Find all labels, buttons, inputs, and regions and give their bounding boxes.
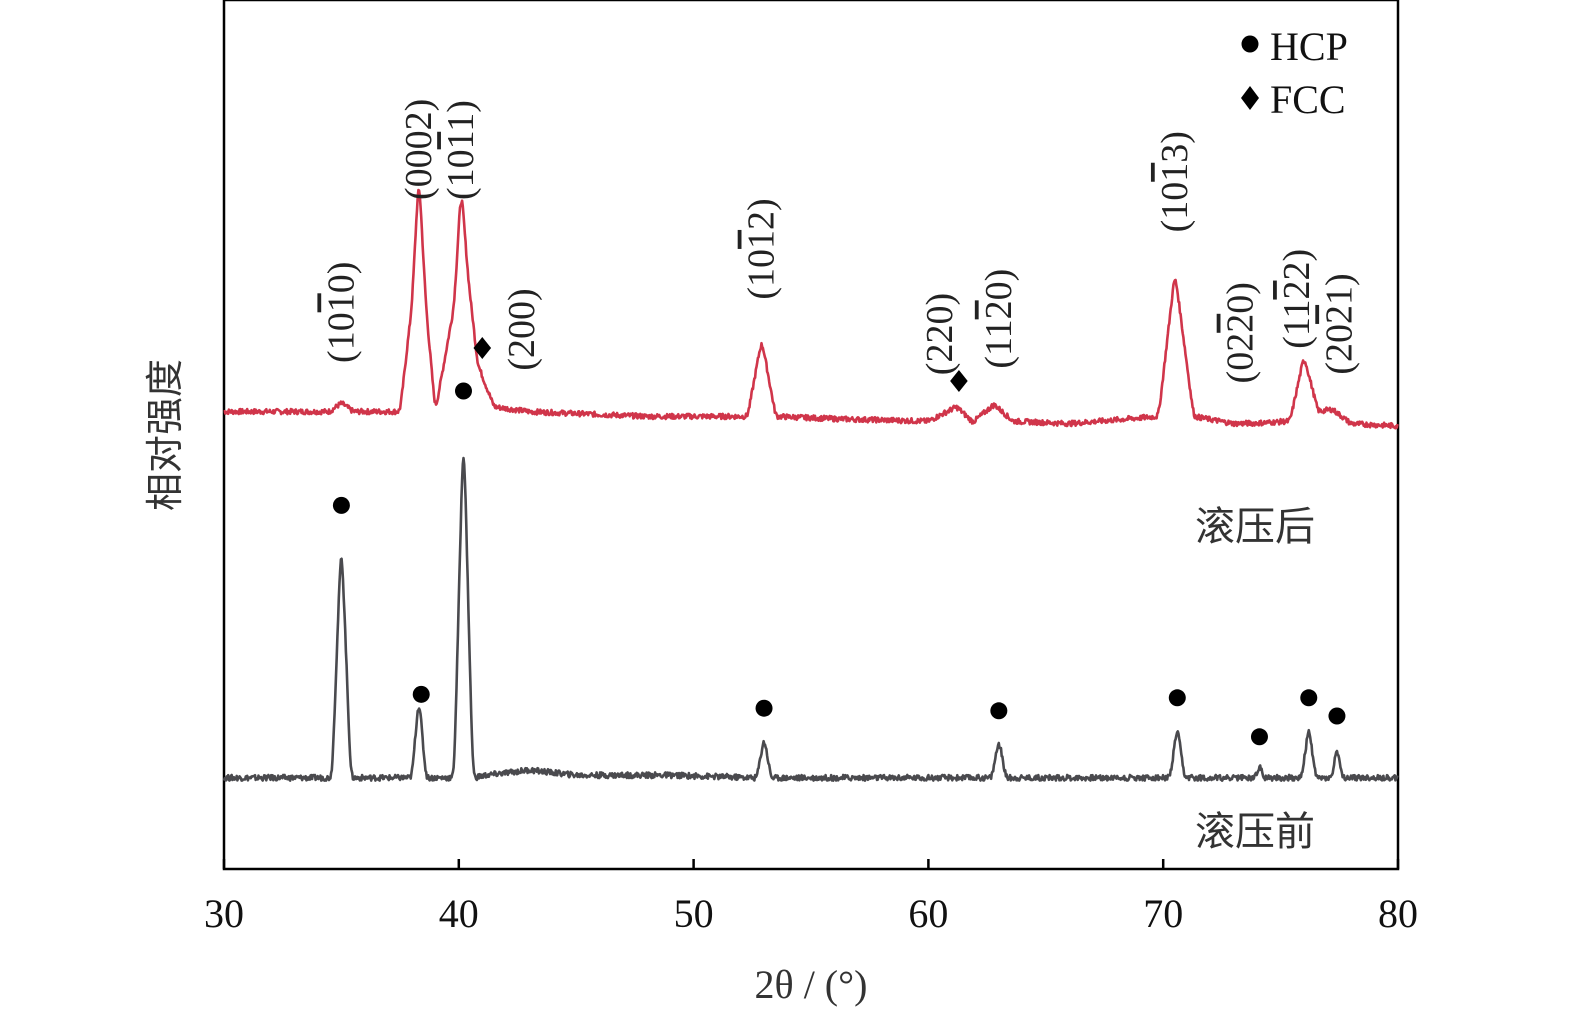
peak-label-layer: (1010) (0002) (1011) (200) (1012) (220) (1120)… — [320, 99, 1360, 384]
hcp-peak-marker — [1328, 707, 1346, 725]
x-tick-label: 80 — [1378, 891, 1418, 936]
x-tick-label: 70 — [1143, 891, 1183, 936]
fcc-peak-marker — [950, 369, 968, 392]
hcp-peak-marker — [1168, 689, 1186, 707]
peak-index-label: (220) — [919, 293, 961, 375]
plot-frame — [222, 0, 1400, 871]
peak-marker-layer — [332, 336, 1346, 746]
legend-hcp-icon — [1241, 35, 1259, 53]
peak-index-label: (1120) — [978, 269, 1020, 369]
peak-index-label: (2021) — [1318, 273, 1360, 374]
series-line-after-rolling — [223, 188, 1399, 430]
hcp-peak-marker — [1250, 728, 1268, 746]
peak-index-label: (200) — [501, 288, 543, 370]
series-label-before-rolling: 滚压前 — [1195, 809, 1315, 855]
hcp-peak-marker — [755, 699, 773, 717]
x-tick-label: 50 — [674, 891, 714, 936]
fcc-peak-marker — [473, 336, 492, 359]
peak-index-label: (1013) — [1154, 131, 1196, 232]
peak-index-label: (0220) — [1220, 282, 1262, 383]
x-axis-title: 2θ / (°) — [755, 962, 868, 1007]
peak-index-label: (1012) — [741, 198, 783, 299]
legend-label: FCC — [1270, 77, 1346, 122]
hcp-peak-marker — [1300, 689, 1318, 707]
hcp-peak-marker — [454, 382, 472, 400]
legend: HCP FCC — [1241, 24, 1348, 122]
hcp-peak-marker — [412, 685, 430, 703]
hcp-peak-marker — [990, 702, 1008, 720]
hcp-peak-marker — [332, 496, 350, 514]
plot-border — [222, 0, 1400, 871]
peak-index-label: (1010) — [320, 262, 362, 363]
legend-label: HCP — [1270, 24, 1348, 69]
y-axis-title: 相对强度 — [143, 359, 187, 511]
x-axis-ticks: 30 40 50 60 70 80 — [204, 859, 1418, 936]
series-layer — [222, 188, 1399, 783]
peak-index-label: (0002) — [398, 99, 440, 200]
legend-fcc-icon — [1241, 86, 1259, 110]
series-line-before-rolling — [222, 456, 1399, 783]
x-tick-label: 60 — [908, 891, 948, 936]
x-tick-label: 30 — [204, 891, 244, 936]
peak-index-label: (1011) — [440, 100, 482, 200]
x-tick-label: 40 — [439, 891, 479, 936]
series-label-after-rolling: 滚压后 — [1195, 504, 1315, 550]
peak-index-label: (1122) — [1276, 249, 1318, 349]
